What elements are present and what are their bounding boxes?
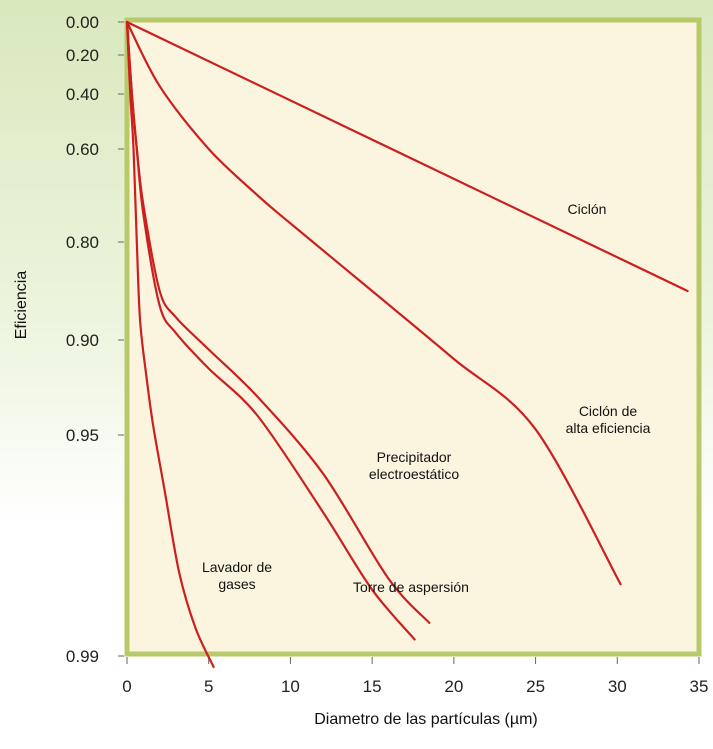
y-tick-label: 0.90 bbox=[66, 331, 99, 350]
series-line-torre-de-aspersion bbox=[125, 20, 416, 641]
y-tick-label: 0.80 bbox=[66, 233, 99, 252]
curve-label-ciclon-de-alta-eficiencia: Ciclón de bbox=[579, 403, 638, 419]
y-tick-label: 0.00 bbox=[66, 13, 99, 32]
curve-label-lavador-de-gases: gases bbox=[218, 576, 255, 592]
y-tick-label: 0.95 bbox=[66, 426, 99, 445]
curve-label-ciclon-de-alta-eficiencia: alta eficiencia bbox=[566, 420, 651, 436]
series-line-lavador-de-gases bbox=[125, 20, 215, 669]
x-tick-label: 10 bbox=[281, 677, 300, 696]
y-tick-label: 0.99 bbox=[66, 647, 99, 666]
y-tick-label: 0.60 bbox=[66, 140, 99, 159]
x-axis: 0 5 10 15 20 25 30 35 bbox=[122, 657, 708, 696]
curve-label-lavador-de-gases: Lavador de bbox=[202, 559, 272, 575]
series-line-ciclon-de-alta-eficiencia bbox=[125, 20, 622, 586]
curve-label-precipitador-electroestatico: electroestático bbox=[369, 466, 459, 482]
y-tick-label: 0.20 bbox=[66, 46, 99, 65]
x-tick-label: 25 bbox=[526, 677, 545, 696]
x-tick-label: 5 bbox=[204, 677, 213, 696]
x-tick-label: 15 bbox=[363, 677, 382, 696]
curve-label-ciclon: Ciclón bbox=[568, 201, 607, 217]
curve-label-precipitador-electroestatico: Precipitador bbox=[377, 449, 452, 465]
series-group bbox=[125, 20, 689, 669]
curve-label-torre-de-aspersion: Torre de aspersión bbox=[353, 579, 469, 595]
y-axis-title: Eficiencia bbox=[13, 271, 30, 340]
x-tick-label: 20 bbox=[444, 677, 463, 696]
plot-area bbox=[124, 17, 702, 657]
x-tick-label: 30 bbox=[608, 677, 627, 696]
y-tick-label: 0.40 bbox=[66, 85, 99, 104]
x-tick-label: 0 bbox=[122, 677, 131, 696]
series-line-ciclon bbox=[125, 20, 689, 293]
x-axis-title: Diametro de las partículas (µm) bbox=[314, 711, 538, 728]
x-tick-label: 35 bbox=[690, 677, 709, 696]
y-axis: 0.00 0.20 0.40 0.60 0.80 0.90 0.95 0.99 bbox=[66, 13, 124, 666]
